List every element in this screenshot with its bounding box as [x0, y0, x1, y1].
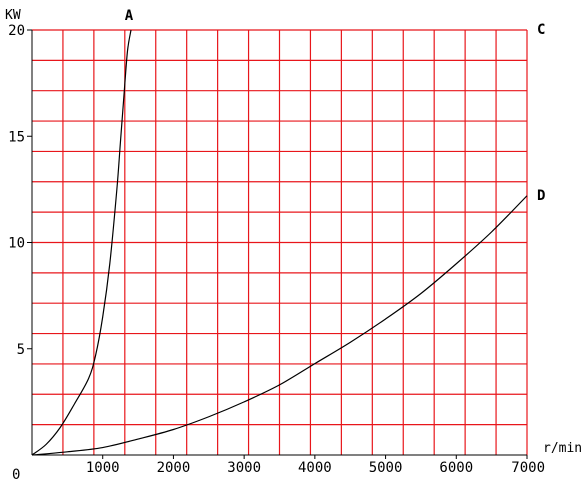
y-tick-label: 20	[8, 23, 25, 39]
curve-label-c: C	[537, 22, 545, 38]
x-tick-label: 3000	[227, 460, 261, 476]
x-tick-label: 4000	[298, 460, 332, 476]
x-tick-label: 6000	[439, 460, 473, 476]
curve-a	[31, 29, 132, 456]
y-axis-label: KW	[5, 8, 21, 23]
y-tick-label: 5	[17, 342, 25, 358]
x-tick-label: 1000	[86, 460, 120, 476]
curve-d	[31, 195, 528, 456]
x-tick-label: 5000	[369, 460, 403, 476]
y-tick-label: 15	[8, 129, 25, 145]
tick-labels: 5 10 15 20 1000 2000 3000 4000 5000 6000 7000	[8, 23, 545, 476]
curve-label-a: A	[125, 8, 134, 24]
x-tick-label: 7000	[511, 460, 545, 476]
x-axis-label: r/min	[543, 441, 582, 456]
curve-label-d: D	[537, 188, 545, 204]
x-tick-label: 2000	[157, 460, 191, 476]
origin-label: 0	[12, 467, 20, 483]
grid	[32, 29, 528, 455]
curve-labels: A C D	[125, 8, 546, 204]
y-tick-label: 10	[8, 236, 25, 252]
curves	[31, 29, 528, 456]
